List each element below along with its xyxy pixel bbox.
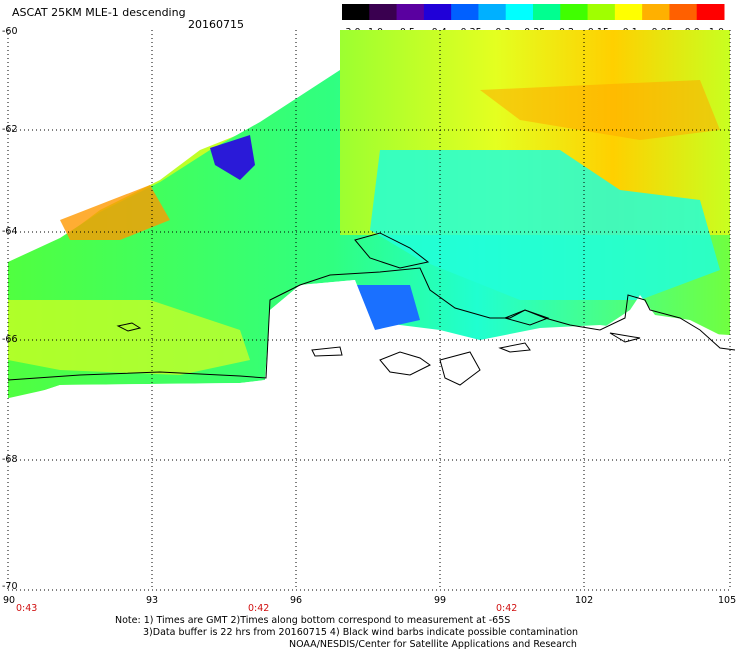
note-line-3: NOAA/NESDIS/Center for Satellite Applica… — [289, 639, 577, 650]
note-line-2: 3)Data buffer is 22 hrs from 20160715 4)… — [143, 627, 579, 638]
lat-label-64: -64 — [2, 226, 18, 237]
colorbar-swatch — [560, 4, 589, 20]
map-date: 20160715 — [188, 18, 244, 31]
coastline — [7, 267, 736, 381]
colorbar-swatch — [642, 4, 670, 20]
note-line-1: Note: 1) Times are GMT 2)Times along bot… — [115, 615, 511, 626]
colorbar-swatch — [614, 4, 643, 20]
lon-label-99: 99 — [434, 595, 447, 606]
lat-label-66: -66 — [2, 334, 18, 345]
land-mass — [0, 280, 730, 650]
footnotes: Note: 1) Times are GMT 2)Times along bot… — [115, 615, 578, 651]
colorbar-swatch — [451, 4, 479, 20]
lon-label-93: 93 — [146, 595, 159, 606]
colorbar-swatch — [533, 4, 561, 20]
lon-label-105: 105 — [718, 595, 737, 606]
colorbar-swatch — [669, 4, 698, 20]
colorbar-swatch — [587, 4, 616, 20]
lat-label-60: -60 — [2, 26, 18, 37]
lat-label-70: -70 — [2, 581, 18, 592]
map-title: ASCAT 25KM MLE-1 descending — [12, 6, 186, 19]
time-label-1: 0:43 — [16, 603, 38, 614]
colorbar-swatch — [505, 4, 534, 20]
colorbar-swatch — [696, 4, 725, 20]
lat-label-68: -68 — [2, 454, 18, 465]
lon-label-90: 90 — [3, 595, 16, 606]
colorbar-swatch — [396, 4, 425, 20]
island-outline — [354, 232, 430, 269]
time-label-3: 0:42 — [496, 603, 518, 614]
lat-lon-grid — [8, 30, 730, 590]
lon-label-96: 96 — [290, 595, 303, 606]
lat-label-62: -62 — [2, 124, 18, 135]
time-label-2: 0:42 — [248, 603, 270, 614]
lon-label-102: 102 — [575, 595, 594, 606]
colorbar-swatch — [478, 4, 507, 20]
colorbar-swatch — [369, 4, 398, 20]
colorbar-swatch — [423, 4, 452, 20]
colorbar-swatch — [342, 4, 370, 20]
